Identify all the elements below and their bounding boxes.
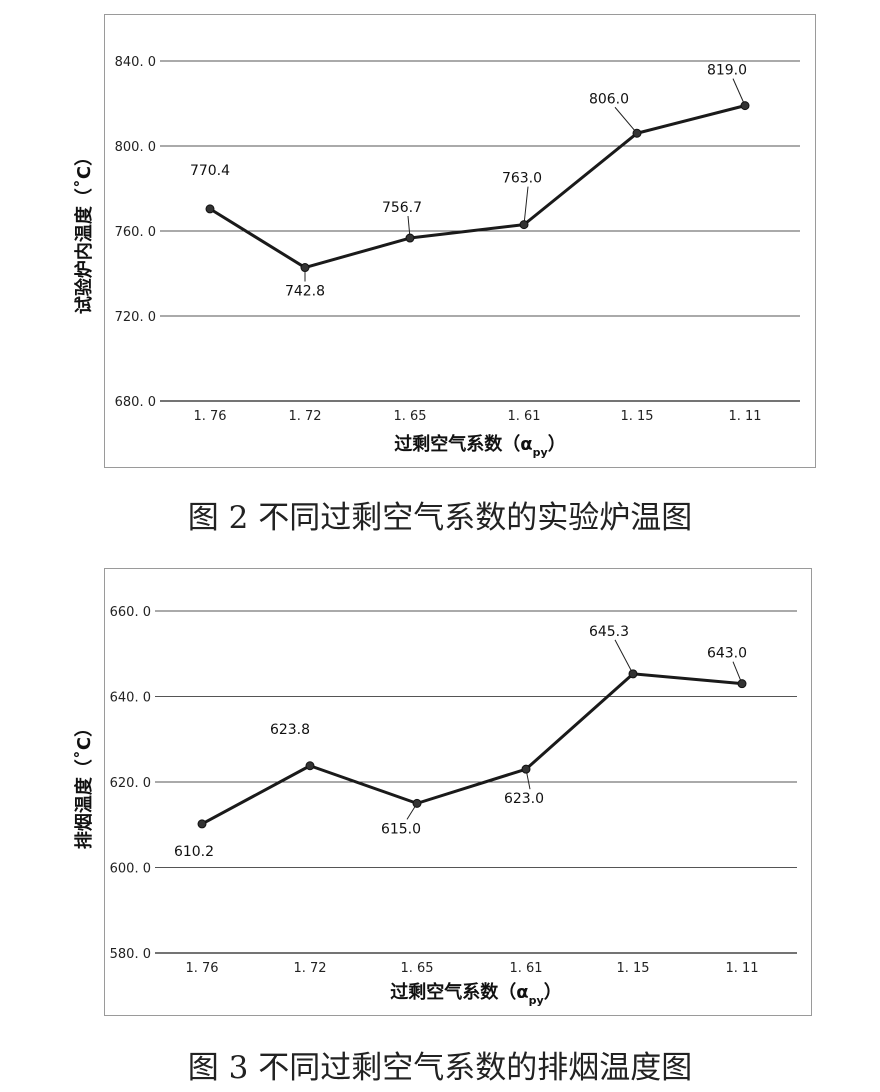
data-point bbox=[412, 798, 422, 808]
y-tick-label: 760. 0 bbox=[115, 225, 156, 240]
data-point bbox=[300, 263, 310, 273]
data-label: 610.2 bbox=[174, 844, 214, 860]
data-point bbox=[632, 128, 642, 138]
series-line bbox=[201, 672, 743, 826]
data-label: 623.8 bbox=[270, 722, 310, 738]
flue-gas-temperature-chart: 580. 0 600. 0 620. 0 640. 0 660. 0 1. 76 1. 72… bbox=[73, 605, 797, 1007]
data-label: 623.0 bbox=[504, 791, 544, 807]
y-axis-title: 试验炉内温度（˚C） bbox=[73, 148, 95, 314]
x-tick-label: 1. 72 bbox=[288, 409, 321, 424]
label-leader-line bbox=[614, 106, 638, 134]
data-point bbox=[737, 679, 747, 689]
data-point bbox=[405, 233, 415, 243]
y-tick-label: 840. 0 bbox=[115, 55, 156, 70]
data-label: 806.0 bbox=[589, 91, 629, 107]
y-tick-label: 600. 0 bbox=[110, 862, 151, 877]
data-label: 819.0 bbox=[707, 63, 747, 79]
furnace-temperature-caption: 图 2 不同过剩空气系数的实验炉温图 bbox=[187, 500, 693, 536]
y-tick-label: 720. 0 bbox=[115, 310, 156, 325]
y-tick-label: 640. 0 bbox=[110, 691, 151, 706]
x-tick-label: 1. 76 bbox=[185, 961, 218, 976]
furnace-temperature-chart: 680. 0 720. 0 760. 0 800. 0 840. 0 1. 76 1. 72… bbox=[73, 55, 800, 459]
y-tick-label: 680. 0 bbox=[115, 395, 156, 410]
x-tick-label: 1. 11 bbox=[725, 961, 758, 976]
furnace-temperature-chart-frame bbox=[104, 14, 816, 468]
data-point bbox=[521, 764, 531, 774]
y-tick-label: 620. 0 bbox=[110, 776, 151, 791]
x-tick-label: 1. 61 bbox=[507, 409, 540, 424]
data-label: 770.4 bbox=[190, 163, 230, 179]
y-tick-label: 580. 0 bbox=[110, 947, 151, 962]
x-tick-label: 1. 76 bbox=[193, 409, 226, 424]
data-point bbox=[205, 204, 215, 214]
data-label: 645.3 bbox=[589, 624, 629, 640]
y-tick-label: 800. 0 bbox=[115, 140, 156, 155]
data-label: 742.8 bbox=[285, 284, 325, 300]
y-tick-label: 660. 0 bbox=[110, 605, 151, 620]
label-leader-line bbox=[614, 639, 634, 675]
data-point bbox=[519, 220, 529, 230]
x-tick-label: 1. 15 bbox=[620, 409, 653, 424]
data-point bbox=[740, 101, 750, 111]
x-tick-label: 1. 72 bbox=[293, 961, 326, 976]
label-leader-line bbox=[732, 78, 746, 106]
data-point bbox=[197, 819, 207, 829]
y-axis-title: 排烟温度（˚C） bbox=[73, 719, 95, 849]
data-label: 763.0 bbox=[502, 171, 542, 187]
flue-gas-temperature-caption: 图 3 不同过剩空气系数的排烟温度图 bbox=[187, 1050, 693, 1086]
x-tick-label: 1. 61 bbox=[509, 961, 542, 976]
data-point bbox=[305, 761, 315, 771]
data-label: 756.7 bbox=[382, 200, 422, 216]
x-tick-label: 1. 65 bbox=[400, 961, 433, 976]
x-tick-label: 1. 11 bbox=[728, 409, 761, 424]
x-axis-title: 过剩空气系数（αpy） bbox=[390, 981, 561, 1007]
data-point bbox=[628, 669, 638, 679]
x-tick-label: 1. 15 bbox=[616, 961, 649, 976]
data-label: 615.0 bbox=[381, 821, 421, 837]
label-leader-line bbox=[523, 186, 529, 225]
x-tick-label: 1. 65 bbox=[393, 409, 426, 424]
data-label: 643.0 bbox=[707, 646, 747, 662]
x-axis-title: 过剩空气系数（αpy） bbox=[394, 433, 565, 459]
series-line bbox=[209, 104, 746, 270]
